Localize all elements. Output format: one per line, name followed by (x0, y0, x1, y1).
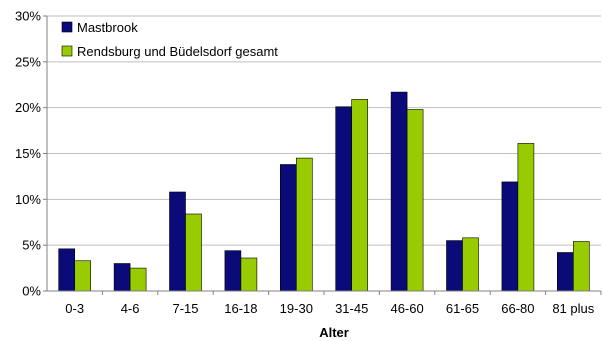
bar-mastbrook-31-45 (335, 106, 353, 292)
y-tick-label: 5% (22, 238, 41, 253)
bars (58, 91, 590, 292)
legend-label: Mastbrook (77, 20, 138, 35)
x-tick-label: 0-3 (65, 301, 84, 316)
bar-mastbrook-0-3 (58, 248, 76, 292)
x-tick-label: 7-15 (172, 301, 198, 316)
bar-mastbrook-16-18 (224, 250, 242, 292)
legend-swatch (61, 21, 73, 33)
bar-mastbrook-66-80 (501, 181, 519, 292)
x-axis-ticks: 0-3 4-6 7-15 16-18 19-30 31-45 46-60 61-65 66-80… (65, 291, 602, 316)
bar-mastbrook-19-30 (279, 164, 297, 292)
x-axis-title: Alter (319, 325, 349, 340)
bar-mastbrook-81-plus (556, 252, 574, 292)
x-tick-label: 81 plus (552, 301, 594, 316)
bar-rendsburg-0-3 (74, 260, 91, 292)
legend-swatch (61, 45, 73, 57)
x-tick-label: 31-45 (335, 301, 368, 316)
bar-mastbrook-61-65 (446, 240, 463, 292)
bar-rendsburg-61-65 (462, 237, 479, 292)
bar-rendsburg-66-80 (517, 143, 535, 292)
y-tick-label: 10% (15, 192, 41, 207)
x-tick-label: 46-60 (390, 301, 423, 316)
bar-rendsburg-31-45 (351, 99, 369, 292)
y-axis-ticks: 0% 5% 10% 15% 20% 25% 30% (15, 9, 47, 299)
y-tick-label: 20% (15, 100, 41, 115)
bar-mastbrook-7-15 (169, 191, 186, 292)
bar-rendsburg-7-15 (185, 213, 202, 292)
bar-mastbrook-4-6 (113, 263, 131, 292)
y-tick-label: 15% (15, 146, 41, 161)
x-tick-label: 19-30 (280, 301, 313, 316)
x-tick-label: 66-80 (501, 301, 534, 316)
bar-rendsburg-46-60 (406, 109, 424, 292)
y-tick-label: 25% (15, 54, 41, 69)
bar-rendsburg-4-6 (129, 267, 147, 292)
bar-rendsburg-16-18 (240, 257, 258, 292)
x-tick-label: 61-65 (446, 301, 479, 316)
y-tick-label: 30% (15, 9, 41, 24)
x-tick-label: 16-18 (224, 301, 257, 316)
bar-rendsburg-81-plus (572, 241, 590, 292)
bar-rendsburg-19-30 (295, 157, 313, 292)
x-tick-label: 4-6 (121, 301, 140, 316)
bar-mastbrook-46-60 (390, 91, 408, 292)
legend-label: Rendsburg und Büdelsdorf gesamt (77, 44, 278, 59)
y-tick-label: 0% (22, 284, 41, 299)
legend: Mastbrook Rendsburg und Büdelsdorf gesamt (61, 20, 278, 59)
